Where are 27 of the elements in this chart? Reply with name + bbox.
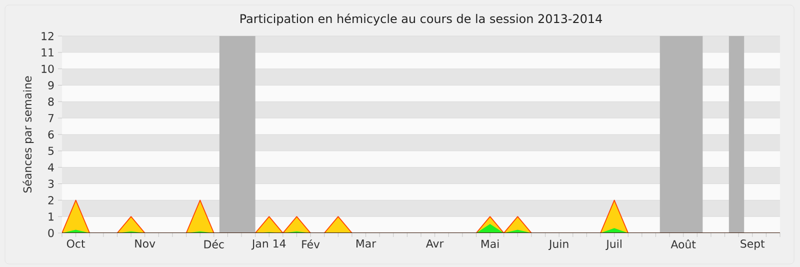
y-tick-label: 2	[48, 196, 54, 204]
x-tick-label: Mar	[356, 240, 376, 248]
x-tick-label: Juil	[606, 240, 622, 250]
y-axis-title: Séances par semaine	[22, 76, 34, 193]
y-tick-label: 3	[48, 180, 54, 188]
x-tick-label: Avr	[426, 240, 444, 248]
y-tick-label: 1	[48, 212, 54, 221]
x-tick-label: Jan 14	[251, 240, 286, 250]
x-tick-label: Oct	[66, 240, 86, 248]
y-tick-label: 12	[42, 32, 54, 40]
y-tick-label: 8	[48, 98, 54, 106]
y-tick-label: 9	[48, 81, 54, 90]
chart-title: Participation en hémicycle au cours de la session 2013-2014	[240, 13, 602, 26]
y-tick-label: 4	[48, 163, 54, 172]
x-tick-label: Mai	[482, 240, 499, 248]
y-tick-label: 6	[48, 130, 54, 139]
x-tick-label: Sept	[740, 240, 765, 250]
y-tick-label: 5	[48, 146, 54, 155]
y-tick-label: 11	[42, 48, 54, 56]
y-tick-label: 7	[48, 114, 54, 122]
x-tick-label: Déc	[204, 240, 224, 248]
y-tick-label: 10	[42, 64, 54, 73]
y-tick-label: 0	[48, 228, 54, 238]
x-tick-label: Août	[670, 240, 696, 248]
x-tick-label: Juin	[548, 240, 568, 250]
x-tick-label: Nov	[135, 240, 156, 248]
x-tick-label: Fév	[302, 240, 320, 248]
